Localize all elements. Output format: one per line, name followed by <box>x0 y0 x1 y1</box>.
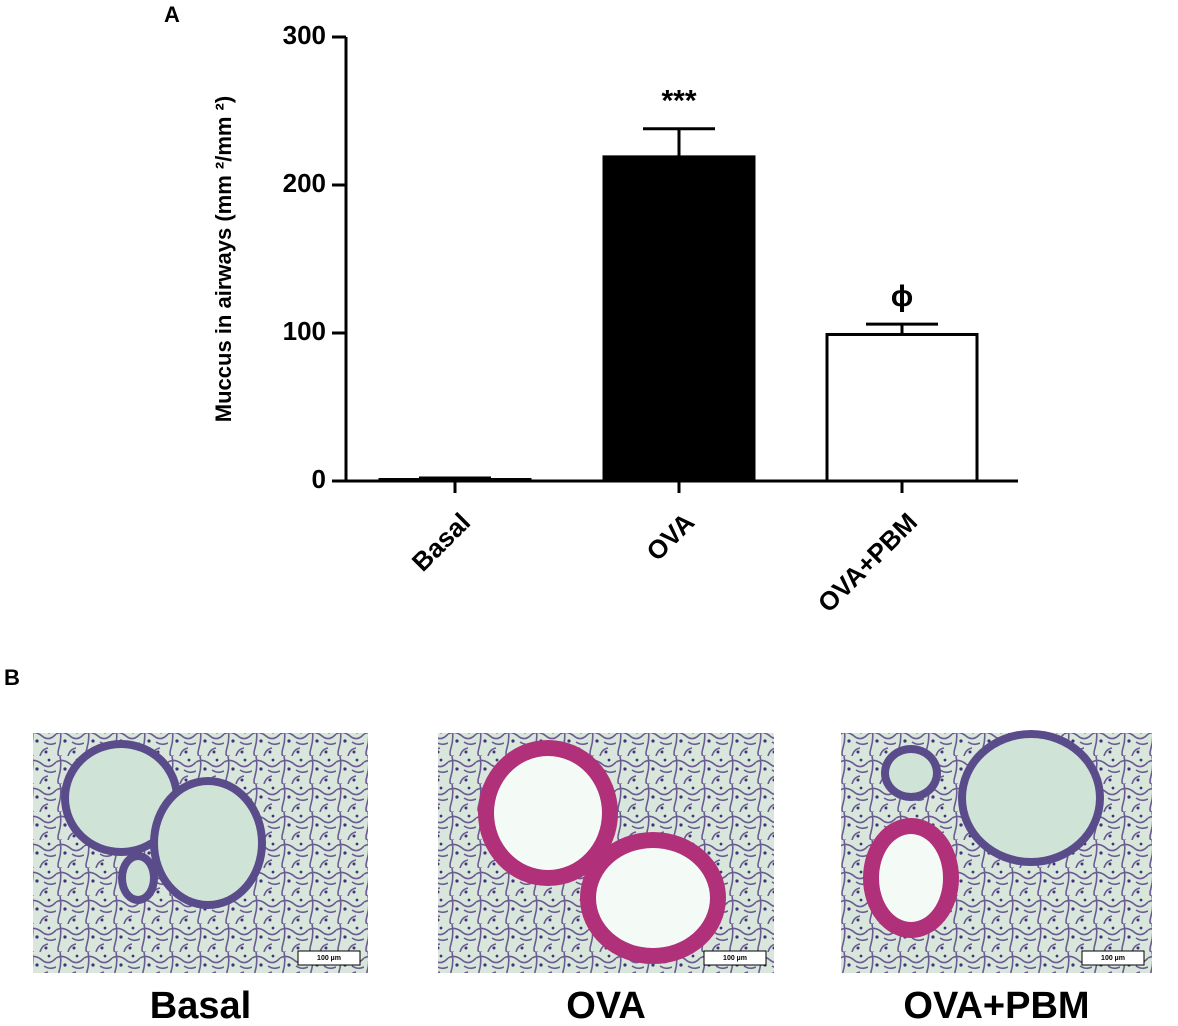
bar <box>825 332 979 483</box>
panel-label: B <box>4 665 20 690</box>
y-tick-label: 0 <box>312 464 326 494</box>
x-tick-label: OVA+PBM <box>812 507 923 618</box>
micrograph-caption: Basal <box>150 985 251 1026</box>
micrographs: 100 µm Basal 100 µm OVA 100 µm OVA+PBM <box>33 730 1152 1026</box>
airway-lumen <box>596 848 710 948</box>
significance-label: *** <box>661 85 696 118</box>
panel-label: A <box>164 2 180 27</box>
x-tick-label: OVA <box>640 507 700 567</box>
airway-lumen <box>879 834 943 922</box>
scale-bar-label: 100 µm <box>1101 955 1125 962</box>
scale-bar <box>703 950 767 966</box>
scale-bar <box>297 950 361 966</box>
micrograph-caption: OVA <box>566 985 646 1026</box>
bar <box>378 478 532 483</box>
x-tick-label: Basal <box>406 507 476 577</box>
y-tick-label: 100 <box>283 316 326 346</box>
significance-label: ϕ <box>891 280 914 313</box>
airway-lumen <box>494 756 602 870</box>
y-tick-label: 300 <box>283 20 326 50</box>
airway-lumen <box>889 753 933 793</box>
micrograph-caption: OVA+PBM <box>903 985 1089 1026</box>
y-axis-label: Muccus in airways (mm ²/mm ²) <box>211 96 236 422</box>
scale-bar-label: 100 µm <box>317 955 341 962</box>
scale-bar-label: 100 µm <box>723 955 747 962</box>
scale-bar <box>1081 950 1145 966</box>
airway-lumen <box>69 748 173 848</box>
bar <box>602 155 756 483</box>
airway-lumen <box>158 785 258 901</box>
airway-lumen <box>966 738 1096 858</box>
airway-lumen <box>126 860 150 896</box>
y-tick-label: 200 <box>283 168 326 198</box>
